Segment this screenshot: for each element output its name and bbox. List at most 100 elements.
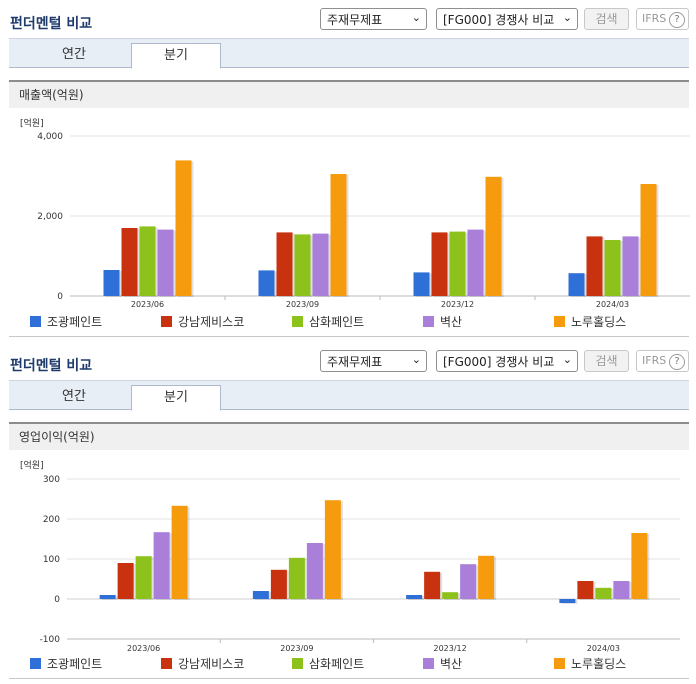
search-button[interactable]: 검색 (584, 350, 629, 372)
bar (485, 176, 502, 296)
chevron-down-icon: ⌄ (411, 353, 421, 366)
legend-item[interactable]: 노루홀딩스 (554, 655, 626, 672)
fundamental-panel-operating-profit: 펀더멘털 비교 주재무제표 ⌄ [FG000] 경쟁사 비교 ⌄ 검색 IFRS… (0, 342, 696, 684)
chevron-down-icon: ⌄ (562, 353, 572, 366)
bar (330, 174, 347, 296)
legend-swatch (423, 658, 434, 669)
help-icon[interactable]: ? (669, 12, 685, 28)
bar (467, 229, 484, 296)
bar (406, 595, 423, 599)
statement-type-select[interactable]: 주재무제표 ⌄ (320, 8, 427, 30)
peer-group-value: [FG000] 경쟁사 비교 (443, 13, 555, 27)
statement-type-value: 주재무제표 (327, 13, 383, 27)
tab-quarterly[interactable]: 분기 (131, 43, 221, 69)
bar (431, 232, 448, 296)
bar (117, 563, 134, 599)
bar (413, 272, 430, 296)
bar (631, 533, 648, 599)
legend-label: 노루홀딩스 (571, 315, 627, 329)
panel-title: 펀더멘털 비교 (10, 16, 93, 32)
y-tick-label: -100 (40, 635, 61, 645)
bar (135, 556, 152, 599)
legend-item[interactable]: 삼화페인트 (292, 313, 364, 330)
legend-label: 삼화페인트 (309, 315, 365, 329)
peer-group-value: [FG000] 경쟁사 비교 (443, 355, 555, 369)
legend-label: 노루홀딩스 (571, 657, 627, 671)
legend-item[interactable]: 조광페인트 (30, 655, 102, 672)
ifrs-button[interactable]: IFRS ? (636, 8, 689, 30)
bar (99, 595, 116, 599)
y-tick-label: 100 (43, 555, 60, 565)
bar (294, 234, 311, 296)
bar (424, 571, 441, 599)
bar (153, 532, 170, 599)
bar (276, 232, 293, 296)
statement-type-value: 주재무제표 (327, 355, 383, 369)
legend-label: 벽산 (440, 315, 463, 329)
bar (258, 270, 275, 296)
legend-item[interactable]: 삼화페인트 (292, 655, 364, 672)
peer-group-select[interactable]: [FG000] 경쟁사 비교 ⌄ (436, 8, 578, 30)
bar (449, 231, 466, 296)
bar (175, 160, 192, 296)
y-tick-label: 200 (43, 515, 60, 525)
operating-profit-bar-chart: [억원] -100 0 100 200 300 2023/06 2023/09 2023/12… (20, 459, 680, 653)
bar (103, 270, 120, 296)
bar (604, 240, 621, 296)
bar (252, 591, 269, 599)
bar (270, 569, 287, 599)
x-tick-label: 2023/12 (441, 300, 474, 309)
unit-label: [억원] (20, 459, 44, 471)
chevron-down-icon: ⌄ (562, 11, 572, 24)
panel-title: 펀더멘털 비교 (10, 358, 93, 374)
unit-label: [억원] (20, 117, 44, 129)
ifrs-label: IFRS (642, 354, 667, 367)
legend-swatch (292, 658, 303, 669)
bar (568, 273, 585, 296)
bar (559, 599, 576, 603)
legend-swatch (30, 658, 41, 669)
bar (139, 226, 156, 296)
legend-label: 강남제비스코 (178, 657, 245, 671)
bar (442, 592, 459, 599)
section-title: 매출액(억원) (9, 80, 689, 108)
ifrs-label: IFRS (642, 12, 667, 25)
x-tick-label: 2024/03 (587, 644, 620, 653)
bar (613, 581, 630, 599)
bar (460, 564, 477, 599)
y-tick-label: 0 (54, 595, 60, 605)
tab-annual[interactable]: 연간 (62, 47, 86, 62)
legend-swatch (161, 316, 172, 327)
legend-item[interactable]: 벽산 (423, 655, 462, 672)
legend-item[interactable]: 강남제비스코 (161, 655, 244, 672)
legend-item[interactable]: 강남제비스코 (161, 313, 244, 330)
legend-swatch (161, 658, 172, 669)
bar (312, 233, 329, 296)
statement-type-select[interactable]: 주재무제표 ⌄ (320, 350, 427, 372)
bar (595, 587, 612, 599)
legend-label: 조광페인트 (47, 315, 103, 329)
x-tick-label: 2024/03 (596, 300, 629, 309)
x-tick-label: 2023/12 (434, 644, 467, 653)
x-tick-label: 2023/09 (286, 300, 319, 309)
chevron-down-icon: ⌄ (411, 11, 421, 24)
period-tabs: 연간 분기 (9, 38, 689, 69)
ifrs-button[interactable]: IFRS ? (636, 350, 689, 372)
help-icon[interactable]: ? (669, 354, 685, 370)
legend-item[interactable]: 벽산 (423, 313, 462, 330)
legend-label: 벽산 (440, 657, 463, 671)
bar (622, 236, 639, 296)
tab-quarterly[interactable]: 분기 (131, 385, 221, 411)
search-button[interactable]: 검색 (584, 8, 629, 30)
tab-annual[interactable]: 연간 (62, 389, 86, 404)
y-tick-label: 2,000 (37, 212, 63, 222)
section-title: 영업이익(억원) (9, 422, 689, 450)
bar (157, 229, 174, 296)
x-tick-label: 2023/09 (280, 644, 313, 653)
legend-item[interactable]: 조광페인트 (30, 313, 102, 330)
bar (288, 557, 305, 599)
legend-item[interactable]: 노루홀딩스 (554, 313, 626, 330)
peer-group-select[interactable]: [FG000] 경쟁사 비교 ⌄ (436, 350, 578, 372)
legend-swatch (30, 316, 41, 327)
legend-swatch (292, 316, 303, 327)
